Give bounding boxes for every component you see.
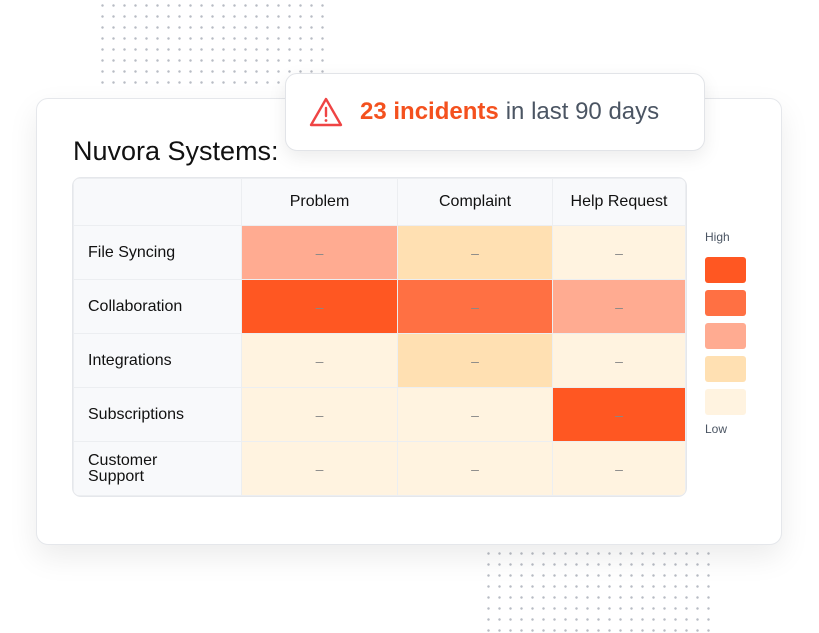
heatmap-cell: – xyxy=(552,333,686,388)
heatmap-cell: – xyxy=(241,333,398,388)
table-row: Integrations – – – xyxy=(73,333,686,388)
heatmap-cell: – xyxy=(241,225,398,280)
heatmap-cell: – xyxy=(552,279,686,334)
heatmap-cell: – xyxy=(397,279,553,334)
row-label: Integrations xyxy=(73,333,242,388)
heatmap-cell: – xyxy=(397,333,553,388)
heatmap-cell: – xyxy=(241,279,398,334)
heatmap-cell: – xyxy=(397,441,553,496)
legend-swatch xyxy=(705,389,746,415)
row-label: Subscriptions xyxy=(73,387,242,442)
heatmap-cell: – xyxy=(552,225,686,280)
legend-high: High xyxy=(705,230,730,244)
heatmap-cell: – xyxy=(397,225,553,280)
column-header: Help Request xyxy=(552,178,686,226)
corner-header xyxy=(73,178,242,226)
incident-banner: 23 incidents in last 90 days xyxy=(285,73,705,151)
dot-pattern-bottom xyxy=(483,548,715,633)
legend-swatch xyxy=(705,356,746,382)
warning-triangle-icon xyxy=(309,97,343,127)
legend-low: Low xyxy=(705,422,728,436)
row-label: Customer Support xyxy=(73,441,242,496)
heatmap-cell: – xyxy=(552,387,686,442)
card-title: Nuvora Systems: xyxy=(73,136,279,166)
legend: High Low xyxy=(705,230,746,436)
row-label: File Syncing xyxy=(73,225,242,280)
row-label: Collaboration xyxy=(73,279,242,334)
column-header: Problem xyxy=(241,178,398,226)
legend-swatch xyxy=(705,290,746,316)
heatmap-table: Problem Complaint Help Request File Syncin… xyxy=(72,177,687,497)
incident-count: 23 incidents xyxy=(360,98,499,125)
table-row: Customer Support – – – xyxy=(73,441,686,496)
table-row: Subscriptions – – – xyxy=(73,387,686,442)
heatmap-cell: – xyxy=(397,387,553,442)
heatmap-cell: – xyxy=(241,441,398,496)
heatmap-cell: – xyxy=(552,441,686,496)
table-row: File Syncing – – – xyxy=(73,225,686,280)
legend-swatch xyxy=(705,257,746,283)
incident-period: in last 90 days xyxy=(505,98,660,125)
heatmap-cell: – xyxy=(241,387,398,442)
table-row: Collaboration – – – xyxy=(73,279,686,334)
column-header: Complaint xyxy=(397,178,553,226)
legend-swatch xyxy=(705,323,746,349)
